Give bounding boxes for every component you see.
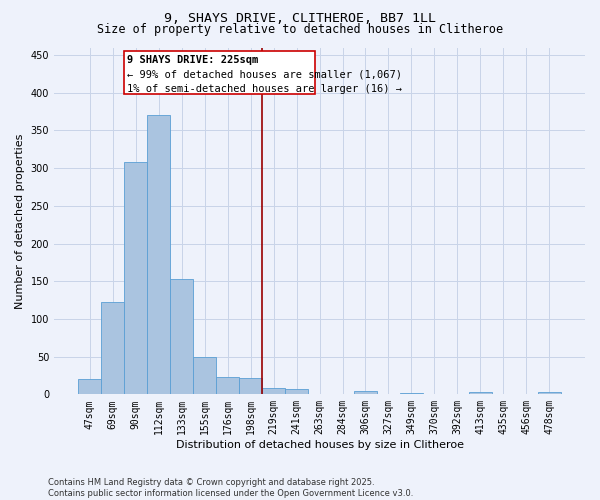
- Bar: [124, 52, 315, 94]
- Bar: [147, 116, 170, 394]
- Bar: [262, 388, 285, 394]
- Text: 9 SHAYS DRIVE: 225sqm: 9 SHAYS DRIVE: 225sqm: [127, 55, 258, 65]
- Bar: [354, 390, 377, 394]
- Bar: [78, 380, 101, 394]
- Bar: [239, 378, 262, 394]
- Text: Size of property relative to detached houses in Clitheroe: Size of property relative to detached ho…: [97, 22, 503, 36]
- Bar: [101, 302, 124, 394]
- Text: ← 99% of detached houses are smaller (1,067): ← 99% of detached houses are smaller (1,…: [127, 70, 402, 80]
- Bar: [124, 162, 147, 394]
- Text: 1% of semi-detached houses are larger (16) →: 1% of semi-detached houses are larger (1…: [127, 84, 402, 94]
- Bar: [400, 393, 423, 394]
- Bar: [170, 279, 193, 394]
- X-axis label: Distribution of detached houses by size in Clitheroe: Distribution of detached houses by size …: [176, 440, 464, 450]
- Bar: [193, 356, 216, 395]
- Text: 9, SHAYS DRIVE, CLITHEROE, BB7 1LL: 9, SHAYS DRIVE, CLITHEROE, BB7 1LL: [164, 12, 436, 26]
- Bar: [469, 392, 492, 394]
- Text: Contains HM Land Registry data © Crown copyright and database right 2025.
Contai: Contains HM Land Registry data © Crown c…: [48, 478, 413, 498]
- Y-axis label: Number of detached properties: Number of detached properties: [15, 133, 25, 308]
- Bar: [216, 377, 239, 394]
- Bar: [538, 392, 561, 394]
- Bar: [285, 389, 308, 394]
